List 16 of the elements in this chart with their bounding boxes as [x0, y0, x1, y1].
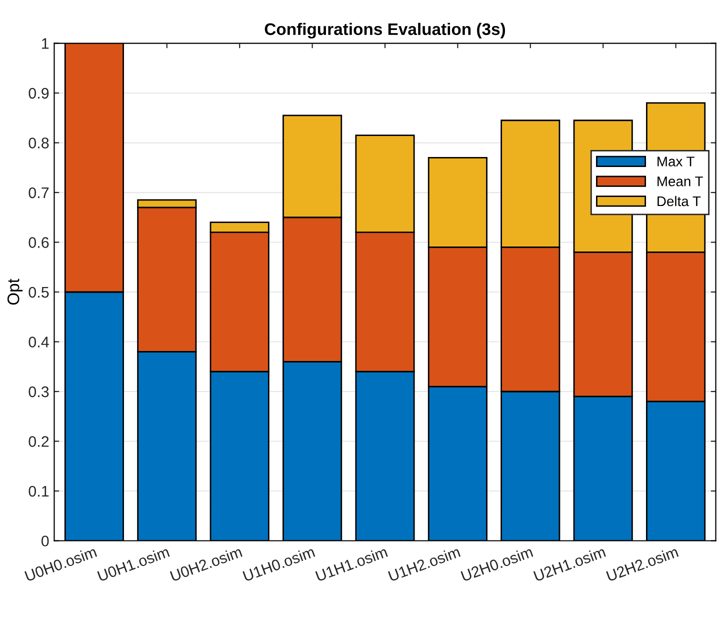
y-axis-title: Opt	[7, 278, 23, 305]
chart-title: Configurations Evaluation (3s)	[264, 22, 506, 38]
y-tick-label: 0.2	[28, 436, 49, 447]
legend-label: Mean T	[658, 176, 703, 186]
y-tick-label: 1	[42, 38, 49, 49]
y-tick-label: 0.1	[28, 486, 49, 497]
legend-label: Max T	[658, 156, 694, 166]
y-tick-label: 0	[41, 536, 49, 546]
y-tick-label: 0.8	[28, 138, 49, 148]
y-tick-label: 0.3	[28, 386, 49, 398]
y-tick-label: 0.4	[28, 336, 49, 348]
y-tick-label: 0.5	[28, 286, 49, 298]
y-tick-label: 0.7	[28, 187, 49, 198]
y-tick-label: 0.9	[28, 88, 49, 99]
y-tick-label: 0.6	[28, 237, 49, 248]
legend-label: Delta T	[658, 196, 701, 206]
